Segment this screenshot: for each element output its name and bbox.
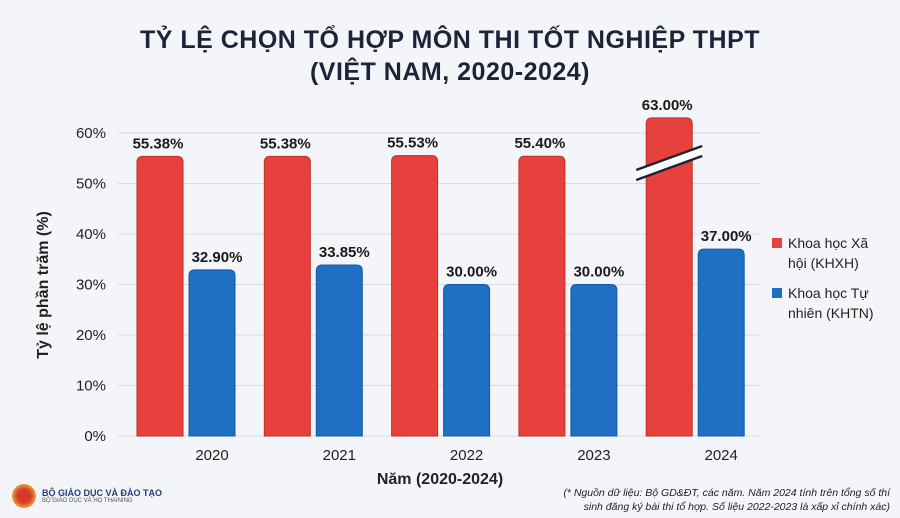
x-axis-label: Năm (2020-2024) xyxy=(377,471,503,488)
legend-swatch xyxy=(772,238,782,248)
legend-label: Khoa học Xã xyxy=(788,235,868,251)
y-tick-label: 20% xyxy=(76,327,106,344)
data-label: 32.90% xyxy=(192,249,243,266)
y-tick-label: 40% xyxy=(76,226,106,243)
bar-khxh xyxy=(645,117,693,437)
x-tick-label: 2020 xyxy=(195,447,228,464)
data-label: 37.00% xyxy=(701,228,752,245)
chart-title: TỶ LỆ CHỌN TỔ HỢP MÔN THI TỐT NGHIỆP THP… xyxy=(139,26,761,54)
legend-label: hội (KHXH) xyxy=(788,255,859,271)
logo-main-text: BỘ GIÁO DỤC VÀ ĐÀO TẠO xyxy=(42,488,163,498)
bar-khtn xyxy=(697,248,745,437)
y-tick-label: 30% xyxy=(76,277,106,294)
x-tick-label: 2024 xyxy=(705,447,738,464)
y-tick-label: 50% xyxy=(76,176,106,193)
data-label: 55.40% xyxy=(514,135,565,152)
data-label: 63.00% xyxy=(642,97,693,114)
bar-khtn xyxy=(570,284,618,437)
data-label: 55.38% xyxy=(260,135,311,152)
chart-subtitle: (VIỆT NAM, 2020-2024) xyxy=(309,58,591,86)
ministry-logo: BỘ GIÁO DỤC VÀ ĐÀO TẠO BỘ GIÁO DỤC VÀ HỌ… xyxy=(12,484,162,508)
x-tick-label: 2022 xyxy=(450,447,483,464)
bar-khtn xyxy=(443,284,491,437)
data-label: 30.00% xyxy=(446,264,497,281)
axis-break-icon xyxy=(636,146,703,180)
y-axis-label: Tỷ lệ phần trăm (%) xyxy=(35,211,52,359)
axis-break-line xyxy=(635,154,703,182)
bar-khxh xyxy=(136,155,184,437)
data-label: 30.00% xyxy=(573,264,624,281)
legend-label: Khoa học Tự xyxy=(788,285,869,301)
x-tick-label: 2021 xyxy=(323,447,356,464)
y-tick-label: 10% xyxy=(76,378,106,395)
legend-swatch xyxy=(772,288,782,298)
bar-khxh xyxy=(391,155,439,437)
bar-khtn xyxy=(188,269,236,437)
legend-label: nhiên (KHTN) xyxy=(788,305,874,321)
bar-khtn xyxy=(315,264,363,437)
bar-khxh xyxy=(518,155,566,437)
data-label: 55.38% xyxy=(133,135,184,152)
y-tick-label: 60% xyxy=(76,125,106,142)
bar-khxh xyxy=(263,155,311,437)
logo-sub-text: BỘ GIÁO DỤC VÀ HỌ THAINING xyxy=(42,498,133,504)
footnote-line-2: sinh đăng ký bài thi tổ hợp. Số liệu 202… xyxy=(583,501,890,513)
footnote: (* Nguồn dữ liệu: Bộ GD&ĐT, các năm. Năm… xyxy=(560,486,890,514)
footnote-line-1: (* Nguồn dữ liệu: Bộ GD&ĐT, các năm. Năm… xyxy=(563,487,890,499)
y-tick-label: 0% xyxy=(84,428,106,445)
data-label: 33.85% xyxy=(319,244,370,261)
axis-break-line xyxy=(635,144,703,172)
data-label: 55.53% xyxy=(387,135,438,152)
x-tick-label: 2023 xyxy=(577,447,610,464)
national-emblem-icon xyxy=(12,484,36,508)
